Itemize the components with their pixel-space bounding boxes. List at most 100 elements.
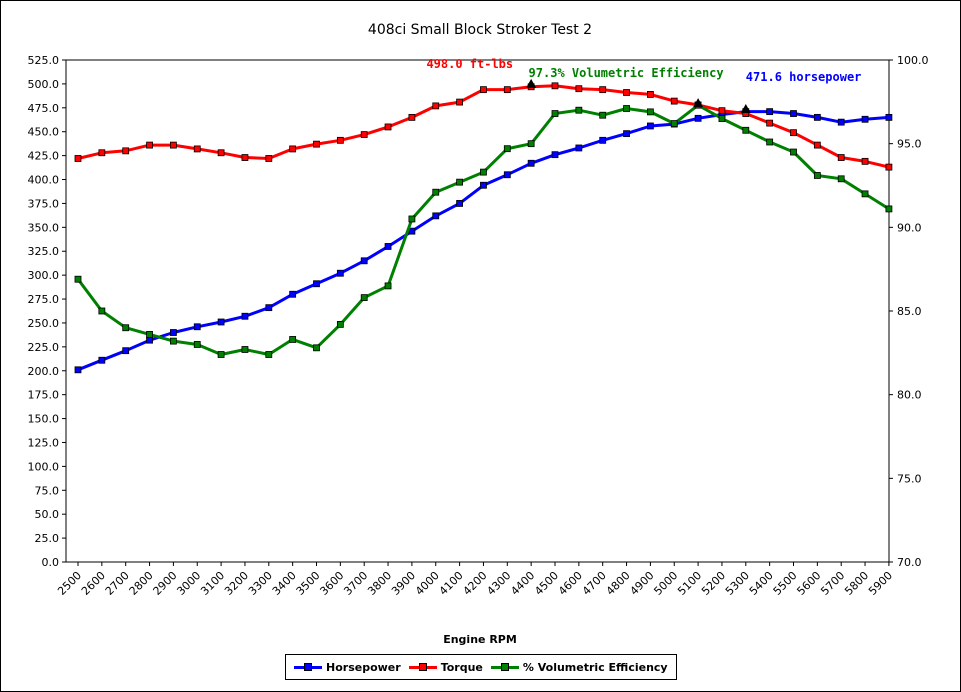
y-left-tick-label: 125.0 — [28, 436, 60, 449]
peak-label: 498.0 ft-lbs — [426, 57, 513, 71]
y-left-tick-label: 175.0 — [28, 389, 60, 402]
data-point-volumetric-efficiency — [885, 205, 893, 213]
data-point-horsepower — [813, 113, 821, 121]
x-tick-label: 4100 — [437, 569, 466, 598]
data-point-torque — [408, 113, 416, 121]
data-point-torque — [265, 155, 273, 162]
y-left-tick-label: 425.0 — [28, 150, 60, 163]
legend: Horsepower Torque % Volumetric Efficienc… — [285, 654, 677, 680]
data-point-volumetric-efficiency — [98, 307, 106, 315]
data-point-volumetric-efficiency — [384, 282, 392, 290]
data-point-volumetric-efficiency — [408, 215, 416, 223]
y-left-tick-label: 325.0 — [28, 245, 60, 258]
data-point-torque — [885, 163, 893, 171]
x-tick-label: 4400 — [508, 569, 537, 598]
data-point-horsepower — [551, 151, 559, 159]
x-tick-label: 5500 — [771, 569, 800, 598]
y-left-tick-label: 200.0 — [28, 365, 60, 378]
peak-marker — [693, 98, 704, 108]
data-point-horsepower — [599, 136, 607, 144]
data-point-torque — [647, 91, 654, 98]
x-tick-label: 5600 — [794, 569, 823, 598]
data-point-torque — [670, 97, 678, 105]
data-point-volumetric-efficiency — [861, 190, 869, 198]
y-left-tick-label: 525.0 — [28, 54, 60, 67]
x-tick-label: 3200 — [222, 569, 251, 598]
y-right-tick-label: 80.0 — [897, 389, 922, 402]
data-point-torque — [456, 98, 464, 106]
legend-label-horsepower: Horsepower — [326, 660, 401, 674]
x-tick-label: 4000 — [413, 569, 442, 598]
data-point-volumetric-efficiency — [551, 110, 559, 117]
series-layer — [74, 82, 893, 374]
data-point-volumetric-efficiency — [265, 351, 273, 358]
data-point-horsepower — [74, 366, 82, 374]
x-tick-label: 5400 — [747, 569, 776, 598]
x-tick-label: 3000 — [174, 569, 203, 598]
y-left-tick-label: 100.0 — [28, 460, 60, 473]
data-point-volumetric-efficiency — [217, 351, 225, 358]
data-point-horsepower — [790, 110, 797, 117]
data-point-horsepower — [694, 114, 702, 122]
legend-swatch-torque — [408, 662, 437, 672]
data-point-volumetric-efficiency — [813, 172, 821, 179]
series-horsepower — [74, 108, 893, 374]
data-point-torque — [289, 145, 297, 153]
y-right-tick-label: 100.0 — [897, 54, 929, 67]
peak-label: 97.3% Volumetric Efficiency — [529, 66, 724, 80]
x-tick-label: 5000 — [651, 569, 680, 598]
x-tick-label: 3500 — [294, 569, 323, 598]
y-left-tick-label: 475.0 — [28, 102, 60, 115]
data-point-volumetric-efficiency — [503, 145, 511, 153]
data-point-horsepower — [217, 318, 225, 326]
data-point-torque — [837, 154, 845, 161]
data-point-volumetric-efficiency — [527, 140, 535, 148]
data-point-torque — [122, 147, 130, 155]
data-point-volumetric-efficiency — [169, 337, 177, 345]
data-point-torque — [169, 141, 177, 149]
data-point-torque — [813, 141, 821, 149]
series-torque — [74, 82, 893, 171]
y-left-tick-label: 25.0 — [35, 532, 60, 545]
x-tick-label: 2900 — [151, 569, 180, 598]
data-point-volumetric-efficiency — [456, 178, 464, 186]
x-tick-label: 4500 — [532, 569, 561, 598]
x-tick-label: 5700 — [818, 569, 847, 598]
data-point-horsepower — [193, 323, 201, 331]
data-point-torque — [146, 141, 153, 149]
data-point-torque — [313, 140, 320, 148]
x-tick-label: 5800 — [842, 569, 871, 598]
x-tick-label: 3400 — [270, 569, 299, 598]
data-point-volumetric-efficiency — [599, 111, 607, 119]
data-point-volumetric-efficiency — [74, 275, 82, 283]
data-point-horsepower — [98, 356, 106, 364]
data-point-volumetric-efficiency — [146, 331, 153, 338]
data-point-horsepower — [837, 118, 845, 126]
y-left-tick-label: 150.0 — [28, 413, 60, 426]
data-point-volumetric-efficiency — [241, 346, 249, 353]
peak-label: 471.6 horsepower — [746, 70, 862, 84]
y-left-tick-label: 500.0 — [28, 78, 60, 91]
data-point-volumetric-efficiency — [360, 294, 368, 302]
data-point-torque — [217, 149, 225, 157]
y-left-tick-label: 225.0 — [28, 341, 60, 354]
y-left-tick-label: 50.0 — [35, 508, 60, 521]
data-point-volumetric-efficiency — [289, 336, 297, 343]
data-point-horsepower — [885, 113, 893, 121]
y-left-tick-label: 450.0 — [28, 126, 60, 139]
data-point-horsepower — [623, 130, 630, 138]
x-tick-label: 3300 — [246, 569, 275, 598]
data-point-horsepower — [336, 269, 344, 277]
data-point-volumetric-efficiency — [480, 168, 487, 176]
legend-item-horsepower: Horsepower — [294, 661, 401, 674]
data-point-torque — [623, 89, 630, 96]
data-point-horsepower — [575, 144, 583, 152]
y-left-tick-label: 250.0 — [28, 317, 60, 330]
y-left-tick-label: 75.0 — [35, 484, 60, 497]
data-point-horsepower — [384, 243, 392, 250]
y-right-tick-label: 90.0 — [897, 221, 922, 234]
x-tick-label: 2700 — [103, 569, 132, 598]
data-point-volumetric-efficiency — [193, 341, 201, 348]
data-point-horsepower — [480, 181, 487, 189]
